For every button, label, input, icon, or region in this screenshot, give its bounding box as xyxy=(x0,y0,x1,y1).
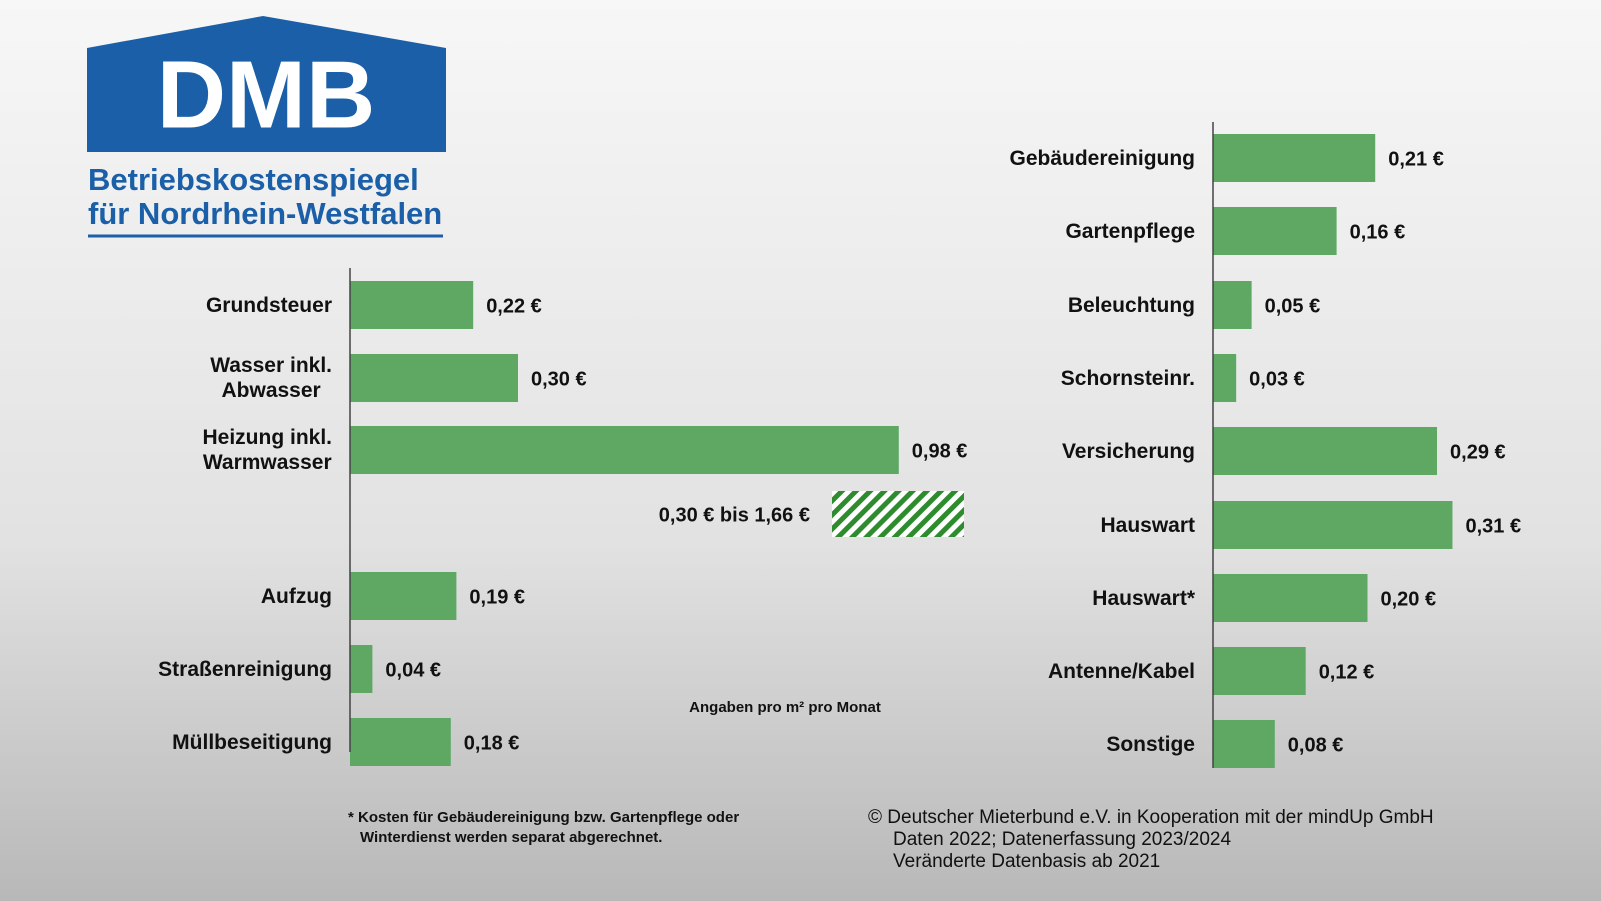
value-label: 0,22 € xyxy=(486,295,542,317)
value-label: 0,29 € xyxy=(1450,441,1506,463)
category-label-box: Grundsteuer xyxy=(205,293,332,317)
bar xyxy=(350,281,474,329)
logo-subtitle: Betriebskostenspiegel xyxy=(88,162,419,197)
value-label: 0,98 € xyxy=(912,440,968,462)
category-label: Schornsteinr. xyxy=(1060,366,1195,390)
bar xyxy=(1213,354,1237,402)
range-label: 0,30 € bis 1,66 € xyxy=(659,504,810,526)
bar xyxy=(350,645,373,693)
bar xyxy=(1213,574,1368,622)
category-label-box: Versicherung xyxy=(1061,439,1195,463)
bar xyxy=(1213,207,1337,255)
category-label-box: Schornsteinr. xyxy=(1060,366,1195,390)
category-label-box: Müllbeseitigung xyxy=(172,730,332,754)
value-label: 0,21 € xyxy=(1388,148,1444,170)
value-label: 0,19 € xyxy=(469,586,525,608)
category-label-box: Gartenpflege xyxy=(1065,219,1195,243)
value-label: 0,20 € xyxy=(1381,588,1437,610)
category-label-box: Sonstige xyxy=(1106,732,1195,756)
category-label: Antenne/Kabel xyxy=(1047,659,1195,683)
category-label: Gebäudereinigung xyxy=(1009,146,1195,170)
category-label: Müllbeseitigung xyxy=(172,730,332,754)
source: Daten 2022; Datenerfassung 2023/2024 xyxy=(893,829,1231,850)
category-label: Beleuchtung xyxy=(1067,293,1195,317)
category-label: Versicherung xyxy=(1061,439,1195,463)
bar xyxy=(350,354,518,402)
category-label-box: Beleuchtung xyxy=(1067,293,1195,317)
category-label: Wasser inkl. Abwasser xyxy=(210,354,332,402)
source: © Deutscher Mieterbund e.V. in Kooperati… xyxy=(868,807,1434,828)
category-label-box: Antenne/Kabel xyxy=(1047,659,1195,683)
value-label: 0,03 € xyxy=(1249,368,1305,390)
bar xyxy=(1213,427,1438,475)
category-label-box: Hauswart xyxy=(1100,513,1195,537)
category-label: Sonstige xyxy=(1106,732,1195,756)
category-label-box: Gebäudereinigung xyxy=(1009,146,1195,170)
category-label: Hauswart xyxy=(1100,513,1195,537)
bar xyxy=(1213,720,1275,768)
category-label: Aufzug xyxy=(260,584,332,608)
value-label: 0,16 € xyxy=(1350,221,1406,243)
bar xyxy=(350,718,451,766)
category-label: Grundsteuer xyxy=(205,293,332,317)
category-label: Hauswart* xyxy=(1092,586,1195,610)
footnote: * Kosten für Gebäudereinigung bzw. Garte… xyxy=(348,809,739,826)
bar xyxy=(1213,281,1252,329)
category-label-box: Aufzug xyxy=(260,584,332,608)
footnote: Winterdienst werden separat abgerechnet. xyxy=(360,829,662,846)
value-label: 0,08 € xyxy=(1288,734,1344,756)
value-label: 0,31 € xyxy=(1465,515,1521,537)
bar xyxy=(1213,134,1376,182)
category-label: Gartenpflege xyxy=(1065,219,1195,243)
category-label-box: Hauswart* xyxy=(1092,586,1195,610)
value-label: 0,05 € xyxy=(1265,295,1321,317)
bar xyxy=(350,426,899,474)
logo-text: DMB xyxy=(157,41,376,148)
bar xyxy=(350,572,457,620)
category-label-box: Straßenreinigung xyxy=(158,657,332,681)
category-label: Straßenreinigung xyxy=(158,657,332,681)
bar xyxy=(1213,501,1453,549)
value-label: 0,12 € xyxy=(1319,661,1375,683)
category-label-box: Wasser inkl. Abwasser xyxy=(210,354,332,402)
logo-house xyxy=(87,16,446,152)
logo-subtitle: für Nordrhein-Westfalen xyxy=(88,196,442,231)
range-bar xyxy=(832,491,964,537)
category-label-box: Heizung inkl. Warmwasser xyxy=(202,426,332,474)
value-label: 0,04 € xyxy=(385,659,441,681)
source: Veränderte Datenbasis ab 2021 xyxy=(893,851,1160,872)
logo: DMB Betriebskostenspiegel für Nordrhein-… xyxy=(87,16,446,238)
bar xyxy=(1213,647,1306,695)
value-label: 0,30 € xyxy=(531,368,587,390)
note: Angaben pro m² pro Monat xyxy=(689,699,881,716)
value-label: 0,18 € xyxy=(464,732,520,754)
category-label: Heizung inkl. Warmwasser xyxy=(202,426,332,474)
